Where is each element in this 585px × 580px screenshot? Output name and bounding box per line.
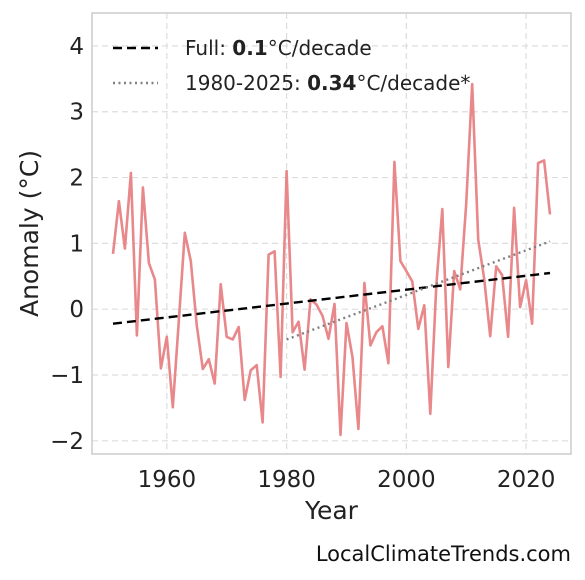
y-tick-label: −2 [50, 429, 84, 455]
plot-frame [91, 12, 572, 455]
x-axis-label: Year [304, 496, 359, 525]
full-trend-line [112, 271, 551, 325]
tick-labels: 1960 1980 2000 2020 −2 −1 0 1 2 3 4 [50, 34, 555, 493]
y-tick-label: 3 [69, 100, 84, 126]
series-layer [111, 82, 552, 437]
recent-trend-legend-label: 1980-2025: 0.34°C/decade* [185, 71, 470, 95]
y-axis-label: Anomaly (°C) [15, 150, 44, 317]
grid-lines [92, 13, 571, 454]
y-tick-label: −1 [50, 363, 84, 389]
anomaly-line [111, 82, 552, 437]
x-tick-label: 2020 [497, 467, 556, 493]
legend: Full: 0.1°C/decade 1980-2025: 0.34°C/deca… [113, 36, 470, 95]
x-tick-label: 1960 [138, 467, 197, 493]
y-tick-label: 0 [69, 297, 84, 323]
x-tick-label: 2000 [377, 467, 436, 493]
site-credit: LocalClimateTrends.com [315, 542, 571, 566]
y-tick-label: 4 [69, 34, 84, 60]
y-tick-label: 2 [69, 166, 84, 192]
x-tick-label: 1980 [257, 467, 316, 493]
y-tick-label: 1 [69, 231, 84, 257]
full-trend-legend-label: Full: 0.1°C/decade [185, 36, 372, 60]
